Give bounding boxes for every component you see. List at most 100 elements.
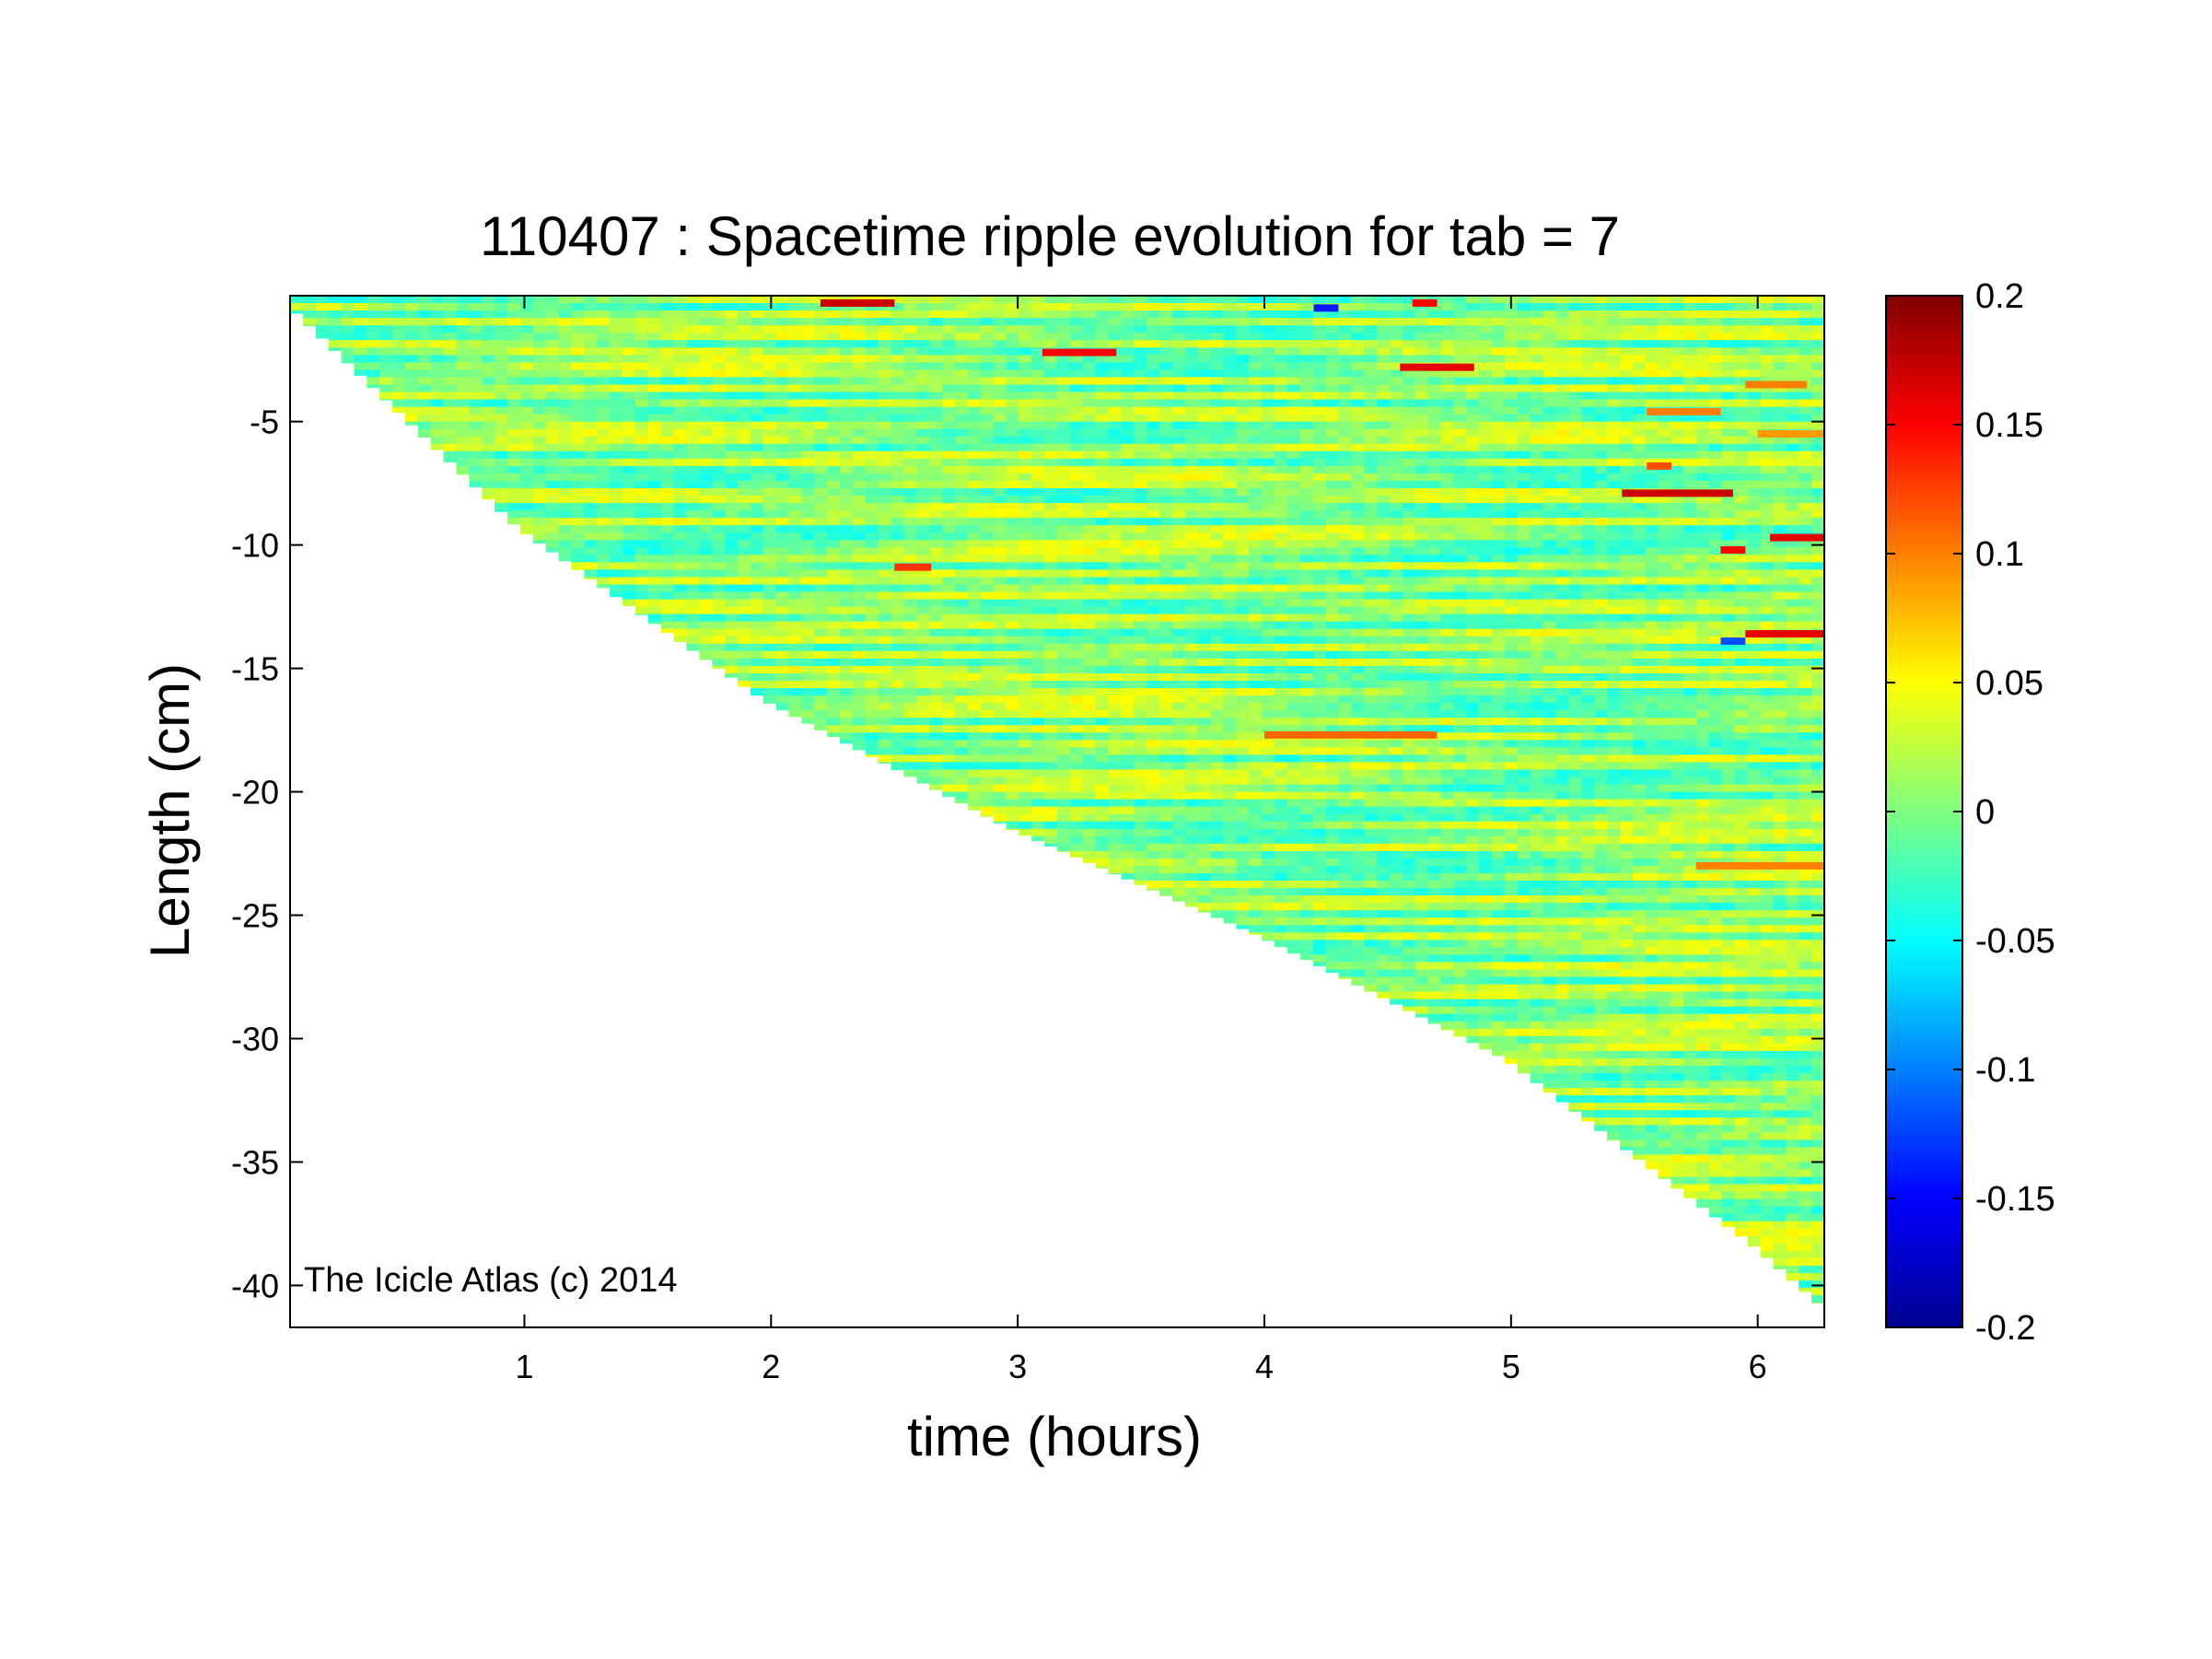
heatmap-cell: [1390, 947, 1403, 956]
heatmap-cell: [865, 310, 879, 319]
heatmap-cell: [763, 303, 777, 311]
heatmap-cell: [1134, 318, 1147, 326]
heatmap-cell: [942, 695, 956, 704]
heatmap-cell: [699, 355, 713, 364]
heatmap-cell: [1210, 577, 1225, 586]
heatmap-cell: [737, 503, 751, 511]
heatmap-cell: [1286, 695, 1301, 704]
heatmap-cell: [801, 406, 815, 415]
heatmap-cell: [1275, 369, 1288, 379]
heatmap-cell: [788, 443, 803, 452]
heatmap-cell: [788, 318, 803, 326]
heatmap-cell: [1249, 569, 1263, 578]
heatmap-cell: [456, 391, 471, 401]
heatmap-cell: [814, 606, 828, 615]
heatmap-cell: [1364, 399, 1378, 408]
heatmap-cell: [1171, 865, 1186, 874]
heatmap-cell: [1262, 481, 1275, 489]
heatmap-cell: [865, 391, 879, 401]
heatmap-cell: [1390, 903, 1403, 911]
heatmap-cell: [775, 673, 790, 682]
heatmap-cell: [903, 406, 918, 415]
heatmap-cell: [1210, 769, 1225, 778]
heatmap-cell: [1184, 325, 1199, 333]
heatmap-cell: [1121, 399, 1135, 408]
heatmap-cell: [980, 421, 995, 430]
heatmap-cell: [1184, 377, 1199, 386]
heatmap-cell: [1223, 406, 1238, 415]
heatmap-cell: [1171, 762, 1186, 771]
heatmap-cell: [1299, 806, 1314, 815]
heatmap-cell: [712, 643, 726, 652]
heatmap-cell: [1210, 695, 1225, 704]
heatmap-cell: [1286, 658, 1301, 667]
heatmap-cell: [1312, 606, 1327, 615]
heatmap-cell: [1171, 325, 1186, 333]
heatmap-cell: [852, 740, 867, 749]
heatmap-cell: [1390, 347, 1403, 356]
heatmap-cell: [686, 584, 701, 593]
heatmap-cell: [673, 362, 688, 371]
heatmap-cell: [827, 384, 841, 393]
heatmap-cell: [1275, 362, 1288, 371]
heatmap-cell: [1402, 562, 1416, 571]
heatmap-cell: [532, 443, 547, 452]
heatmap-cell: [1275, 347, 1288, 356]
heatmap-cell: [495, 481, 508, 489]
heatmap-cell: [1275, 873, 1288, 882]
heatmap-cell: [1121, 813, 1135, 823]
heatmap-cell: [1223, 732, 1238, 742]
heatmap-cell: [647, 488, 662, 497]
heatmap-cell: [1299, 555, 1314, 564]
heatmap-cell: [1351, 310, 1365, 319]
heatmap-cell: [1338, 377, 1353, 386]
heatmap-cell: [1019, 643, 1032, 652]
heatmap-cell: [1377, 681, 1391, 689]
heatmap-cell: [1121, 562, 1135, 571]
heatmap-cell: [993, 488, 1007, 497]
heatmap-cell: [1351, 925, 1365, 934]
heatmap-cell: [584, 510, 598, 519]
heatmap-cell: [634, 606, 649, 615]
heatmap-cell: [1031, 747, 1045, 756]
heatmap-cell: [1262, 835, 1275, 845]
heatmap-cell: [814, 406, 828, 415]
heatmap-cell: [1351, 414, 1365, 423]
heatmap-cell: [763, 443, 777, 452]
heatmap-cell: [725, 421, 739, 430]
heatmap-cell: [788, 650, 803, 660]
heatmap-cell: [1338, 932, 1353, 941]
heatmap-cell: [801, 665, 815, 674]
heatmap-cell: [1262, 881, 1275, 889]
heatmap-cell: [750, 377, 764, 386]
heatmap-cell: [1249, 503, 1263, 511]
heatmap-cell: [1390, 450, 1403, 460]
heatmap-cell: [954, 391, 969, 401]
heatmap-cell: [1159, 399, 1173, 408]
heatmap-cell: [775, 296, 790, 304]
heatmap-cell: [1299, 688, 1314, 696]
heatmap-cell: [1082, 406, 1097, 415]
heatmap-cell: [1095, 695, 1110, 704]
heatmap-cell: [954, 799, 969, 804]
heatmap-cell: [1134, 777, 1147, 786]
heatmap-cell: [1006, 665, 1020, 674]
heatmap-cell: [891, 325, 905, 333]
heatmap-cell: [1351, 895, 1365, 904]
heatmap-cell: [942, 532, 956, 541]
heatmap-cell: [1095, 436, 1110, 445]
heatmap-cell: [993, 821, 1007, 824]
heatmap-cell: [827, 688, 841, 696]
heatmap-cell: [1262, 762, 1275, 771]
heatmap-cell: [379, 296, 393, 304]
heatmap-cell: [1364, 636, 1378, 645]
heatmap-cell: [1069, 496, 1084, 504]
heatmap-cell: [1197, 591, 1212, 601]
heatmap-cell: [980, 628, 995, 637]
heatmap-cell: [634, 503, 649, 511]
heatmap-cell: [1364, 510, 1378, 519]
heatmap-cell: [1147, 835, 1160, 845]
heatmap-cell: [1364, 562, 1378, 571]
heatmap-cell: [686, 547, 701, 556]
heatmap-cell: [1171, 754, 1186, 764]
